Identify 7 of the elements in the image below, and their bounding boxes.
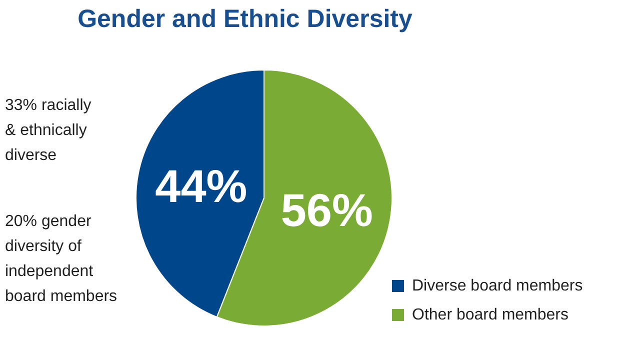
legend-label: Other board members [412, 306, 569, 324]
data-label: 44% [155, 160, 248, 212]
text: 20% gender diversity of independent board members [5, 213, 118, 305]
data-label: 56% [280, 184, 373, 236]
legend-label: Diverse board members [412, 278, 583, 294]
chart-title: Gender and Ethnic Diversity [78, 5, 412, 33]
text: 33% racially & ethnically diverse [5, 97, 92, 164]
